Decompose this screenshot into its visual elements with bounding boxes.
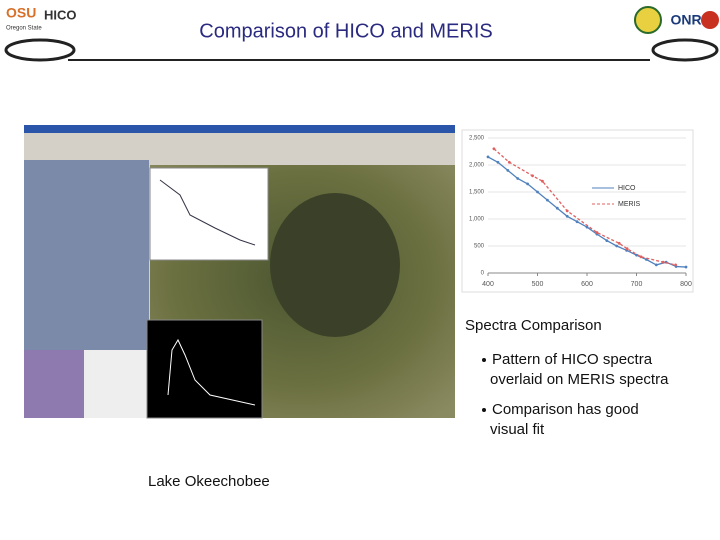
legend-label: MERIS: [618, 201, 641, 208]
slide-title: Comparison of HICO and MERIS: [199, 20, 492, 42]
profile-line: [159, 179, 256, 246]
legend-label: HICO: [618, 185, 636, 192]
point: [684, 265, 688, 269]
bullet-dot: [482, 358, 486, 362]
logo-right: ONR: [634, 6, 719, 62]
logo-seal: [634, 6, 662, 34]
x-tick-label: 800: [680, 281, 692, 288]
image-view: [24, 160, 149, 350]
point: [605, 239, 609, 243]
info-panel: [84, 350, 148, 418]
y-tick-label: 1,500: [469, 190, 485, 196]
x-tick-label: 600: [581, 281, 593, 288]
bullet-text: overlaid on MERIS spectra: [490, 371, 669, 388]
lake: [270, 193, 400, 337]
point: [516, 177, 520, 180]
y-tick-label: 0: [481, 271, 485, 277]
logo-left: OSU Oregon State HICO: [4, 5, 77, 62]
point: [526, 182, 529, 186]
point: [615, 244, 619, 248]
point: [661, 260, 665, 264]
point: [496, 160, 500, 164]
logo-text: ONR: [670, 12, 701, 28]
bullet-text: Comparison has good: [492, 401, 639, 418]
point: [546, 198, 549, 202]
spectral-window: [146, 319, 263, 419]
point: [565, 209, 569, 213]
logo-text: Oregon State: [6, 26, 42, 32]
chart-frame: [461, 129, 694, 293]
y-tick-label: 500: [474, 244, 485, 250]
point: [492, 147, 496, 151]
point: [654, 263, 658, 267]
logo-text: HICO: [44, 7, 77, 22]
point: [506, 169, 510, 172]
logo-text: OSU: [6, 5, 36, 21]
point: [486, 155, 490, 159]
y-tick-label: 2,500: [469, 136, 485, 142]
point: [595, 231, 599, 234]
logo-swoosh: [4, 38, 76, 62]
point: [617, 241, 621, 245]
x-tick-label: 400: [482, 281, 494, 288]
point: [536, 190, 539, 194]
bullet-text: visual fit: [490, 421, 545, 438]
point: [674, 263, 678, 267]
profile-window: [149, 167, 269, 261]
point: [507, 160, 511, 164]
chart: 0 500 1,000 1,500 2,000 2,500 400 500 600 700 800 H…: [469, 136, 692, 288]
bullet-text: Pattern of HICO spectra: [492, 351, 653, 368]
point: [565, 214, 569, 218]
x-tick-label: 500: [532, 281, 544, 288]
screenshot-caption: Lake Okeechobee: [148, 473, 270, 490]
y-tick-label: 2,000: [469, 163, 485, 169]
point: [639, 255, 643, 259]
bullet-dot: [482, 408, 486, 412]
x-tick-label: 700: [631, 281, 643, 288]
point: [635, 253, 638, 257]
series-line: [493, 148, 676, 266]
point: [541, 179, 544, 183]
screenshot: [24, 125, 455, 419]
chart-caption: Spectra Comparison: [465, 317, 602, 334]
logo-swoosh: [651, 38, 719, 62]
point: [575, 220, 579, 224]
point: [531, 174, 534, 178]
title-bar: [24, 125, 455, 133]
spectral-line: [167, 338, 256, 406]
bullet-list: Pattern of HICO spectra overlaid on MERIS…: [482, 351, 669, 438]
zoom-view: [24, 350, 84, 418]
point: [585, 225, 589, 229]
logo-seal: [701, 11, 719, 29]
point: [555, 206, 559, 210]
point: [625, 247, 629, 251]
y-tick-label: 1,000: [469, 217, 485, 223]
